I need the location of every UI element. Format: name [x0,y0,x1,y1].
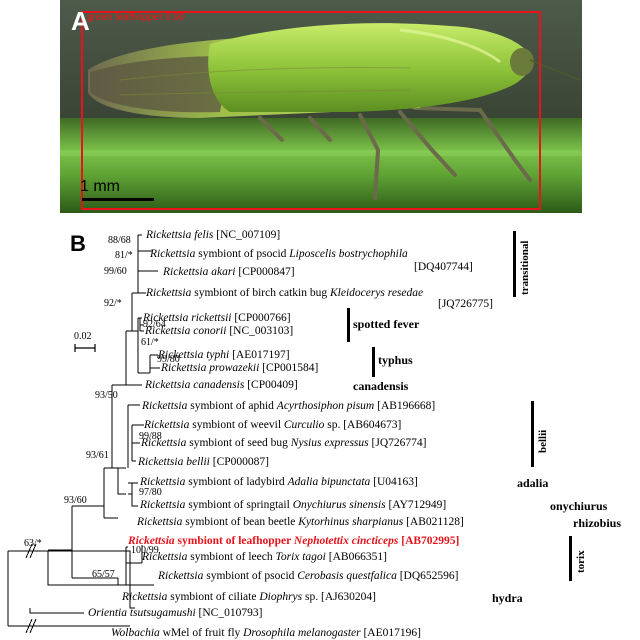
insect-legs [258,106,532,200]
panel-a-letter: A [71,6,90,36]
bar-bellii [531,401,534,467]
group-label-torix: torix [575,550,587,573]
insect-eye [510,48,534,76]
group-label-transitional: transitional [519,240,531,295]
taxon-accession: [JQ726775] [438,298,493,310]
taxon-label: Rickettsia symbiont of bean beetle Kytor… [137,516,464,528]
bootstrap-value: 100/99 [131,545,159,556]
taxon-label: Rickettsia symbiont of ciliate Diophrys … [122,591,376,603]
detection-label: green leafhopper 0.90 [87,12,185,23]
bar-spotted-fever [347,308,350,342]
group-label-hydra: hydra [492,591,523,605]
group-label-onychiurus: onychiurus [550,499,608,513]
highlighted-taxon-label: Rickettsia symbiont of leafhopper Nephot… [128,535,460,547]
group-label-bellii: bellii [537,429,549,453]
taxon-label: Rickettsia prowazekii [CP001584] [161,362,319,374]
phylogenetic-tree [7,231,572,634]
taxon-label: Rickettsia rickettsii [CP000766] [143,312,291,324]
panel-b-tree: B 0.02 Rickettsia felis [NC_007109] Rick… [0,213,640,640]
taxon-accession: [DQ407744] [414,261,473,273]
bootstrap-value: 88/68 [108,235,131,246]
taxon-label: Rickettsia typhi [AE017197] [158,349,290,361]
panel-b-letter: B [70,231,86,256]
taxon-label: Rickettsia symbiont of aphid Acyrthosiph… [142,400,436,412]
group-label-typhus: typhus [378,353,413,367]
bar-torix [569,536,572,581]
tree-branches [7,234,160,634]
bootstrap-value: 93/50 [95,390,118,401]
taxon-label: Rickettsia canadensis [CP00409] [145,379,298,391]
taxon-label: Rickettsia symbiont of springtail Onychi… [140,499,447,511]
taxon-label: Rickettsia symbiont of weevil Curculio s… [144,419,402,431]
bootstrap-value: 63/* [24,538,42,549]
scale-bar-1mm [82,198,154,201]
taxon-label: Rickettsia bellii [CP000087] [138,456,269,468]
taxon-label: Rickettsia symbiont of ladybird Adalia b… [140,476,418,488]
taxon-label: Rickettsia symbiont of birch catkin bug … [146,287,424,299]
bootstrap-value: 92/* [104,298,122,309]
clade-bars [347,231,572,581]
bar-transitional [513,231,516,297]
bootstrap-value: 99/88 [139,431,162,442]
bootstrap-value: 92/64 [143,319,166,330]
taxon-label: Wolbachia wMel of fruit fly Drosophila m… [111,627,421,639]
taxon-label: Rickettsia symbiont of psocid Liposcelis… [150,248,408,260]
detection-box [81,11,541,210]
taxon-label: Rickettsia symbiont of seed bug Nysius e… [141,437,427,449]
bar-typhus [372,347,375,377]
panel-a-photo: A green leafhopper 0.90 1 mm [60,0,582,213]
taxon-label: Rickettsia conorii [NC_003103] [145,325,294,337]
taxon-label: Rickettsia felis [NC_007109] [146,229,281,241]
bootstrap-value: 65/57 [92,569,115,580]
bootstrap-value: 81/* [115,250,133,261]
bootstrap-value: 61/* [141,337,159,348]
leafhopper-photo [60,0,582,213]
taxon-label: Rickettsia symbiont of psocid Cerobasis … [158,570,459,582]
group-label-canadensis: canadensis [353,379,409,393]
bootstrap-value: 97/80 [139,487,162,498]
insect-antenna [529,59,581,81]
taxon-label: Rickettsia symbiont of leech Torix tagoi… [142,551,387,563]
group-label-spotted-fever: spotted fever [353,317,420,331]
group-label-adalia: adalia [517,476,549,490]
scale-bar-value: 0.02 [74,331,92,342]
bootstrap-value: 99/80 [157,354,180,365]
tree-scale-bar [74,344,96,352]
scale-bar-label: 1 mm [80,178,120,195]
bootstrap-value: 93/61 [86,450,109,461]
bootstrap-value: 93/60 [64,495,87,506]
taxon-label: Orientia tsutsugamushi [NC_010793] [88,607,263,619]
group-label-rhizobius: rhizobius [573,516,622,530]
taxon-label: Rickettsia akari [CP000847] [163,266,295,278]
bootstrap-value: 99/60 [104,266,127,277]
